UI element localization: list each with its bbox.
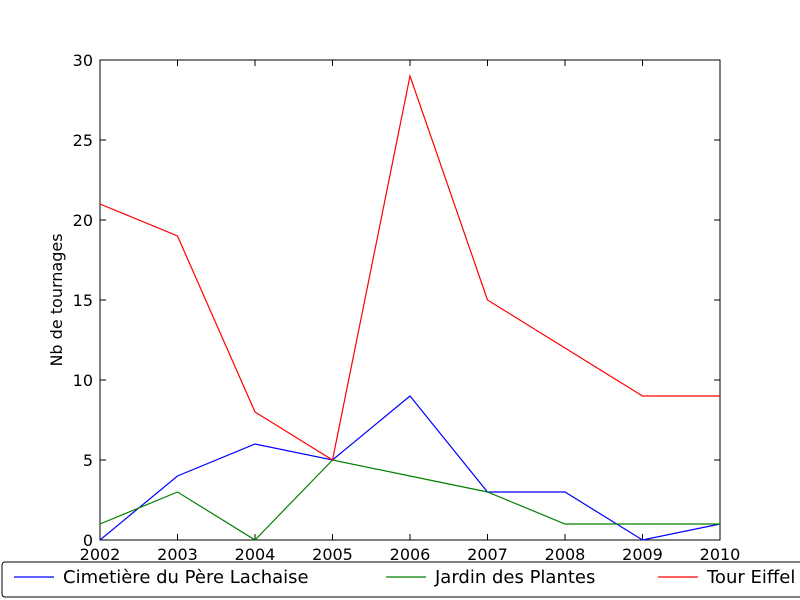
y-tick-label: 20 <box>73 211 93 230</box>
series-lines <box>99 73 721 541</box>
legend: Cimetière du Père Lachaise Jardin des Pla… <box>1 561 800 598</box>
y-tick-label: 5 <box>83 451 93 470</box>
y-tick-label: 0 <box>83 531 93 550</box>
x-tick-label: 2005 <box>312 545 353 564</box>
y-tick-label: 10 <box>73 371 93 390</box>
x-tick-label: 2003 <box>157 545 198 564</box>
x-tick-label: 2002 <box>80 545 121 564</box>
x-tick-label: 2008 <box>545 545 586 564</box>
plot-area <box>99 59 721 541</box>
legend-label: Cimetière du Père Lachaise <box>63 567 309 588</box>
legend-box <box>1 561 800 598</box>
legend-label: Jardin des Plantes <box>434 567 595 588</box>
y-tick-label: 30 <box>73 51 93 70</box>
x-tick-label: 2004 <box>235 545 276 564</box>
legend-label: Tour Eiffel <box>706 567 795 588</box>
x-axis-ticks: 2002 2003 2004 2005 2006 2007 2008 2009 2010 <box>80 60 741 564</box>
y-axis-title: Nb de tournages <box>47 233 66 366</box>
y-tick-label: 25 <box>73 131 93 150</box>
x-tick-label: 2010 <box>700 545 741 564</box>
x-tick-label: 2009 <box>622 545 663 564</box>
y-tick-label: 15 <box>73 291 93 310</box>
series-line-2 <box>99 459 720 541</box>
x-tick-label: 2007 <box>467 545 508 564</box>
x-tick-label: 2006 <box>390 545 431 564</box>
series-line-3 <box>99 73 720 461</box>
y-axis-ticks: 0 5 10 15 20 25 30 <box>73 51 720 550</box>
